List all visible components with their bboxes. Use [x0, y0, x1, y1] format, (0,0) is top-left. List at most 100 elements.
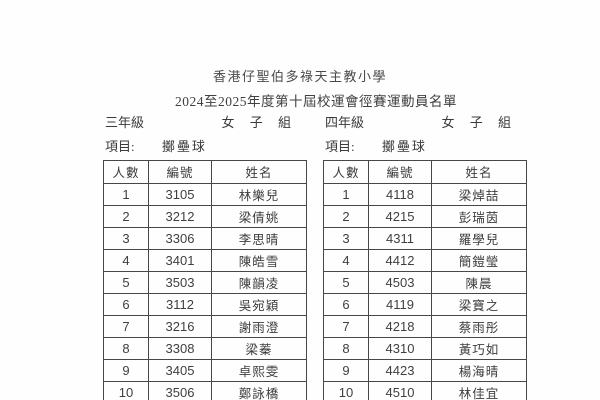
- table-row: 9 3405 卓熙雯: [103, 358, 307, 382]
- athlete-code: 3216: [148, 314, 212, 338]
- table-row: 6 4119 梁寶之: [323, 292, 527, 316]
- athlete-name: 簡鎧瑩: [431, 248, 527, 272]
- table-row: 7 4218 蔡雨彤: [323, 314, 527, 338]
- athlete-number: 3: [103, 226, 149, 250]
- athlete-number: 4: [103, 248, 149, 272]
- table-row: 9 4423 楊海晴: [323, 358, 527, 382]
- roster-table-grade4: 人數 編號 姓名 1 4118 梁焯喆 2 4215 彭瑞茵 3 4311 羅學兒 4 4412 簡鎧瑩 5 4…: [323, 160, 527, 400]
- athlete-name: 鄭詠橋: [211, 380, 307, 400]
- athlete-name: 卓熙雯: [211, 358, 307, 382]
- table-row: 10 3506 鄭詠橋: [103, 380, 307, 400]
- athlete-code: 4311: [368, 226, 432, 250]
- header-row: 人數 編號 姓名: [323, 160, 527, 184]
- athlete-number: 5: [323, 270, 369, 294]
- athlete-number: 5: [103, 270, 149, 294]
- table-row: 7 3216 謝雨澄: [103, 314, 307, 338]
- athlete-code: 4218: [368, 314, 432, 338]
- athlete-number: 2: [323, 204, 369, 228]
- event-item-row: 項目: 擲壘球: [325, 136, 427, 155]
- column-header: 編號: [148, 160, 212, 184]
- athlete-code: 4423: [368, 358, 432, 382]
- table-row: 2 3212 梁倩姚: [103, 204, 307, 228]
- group-label: 女 子 組: [441, 115, 517, 130]
- athlete-name: 陳皓雪: [211, 248, 307, 272]
- athlete-code: 3401: [148, 248, 212, 272]
- athlete-code: 3308: [148, 336, 212, 360]
- table-row: 4 4412 簡鎧瑩: [323, 248, 527, 272]
- athlete-number: 3: [323, 226, 369, 250]
- athlete-code: 3112: [148, 292, 212, 316]
- item-value: 擲壘球: [161, 139, 207, 154]
- athlete-name: 林樂兒: [211, 182, 307, 206]
- event-item-row: 項目: 擲壘球: [105, 136, 207, 155]
- grade3-section: 三年級 女 子 組 項目: 擲壘球 人數 編號 姓名 1 3105 林樂兒 2 3212 梁倩姚…: [103, 112, 313, 400]
- table-row: 2 4215 彭瑞茵: [323, 204, 527, 228]
- item-label: 項目:: [105, 139, 135, 154]
- athlete-name: 謝雨澄: [211, 314, 307, 338]
- table-row: 5 4503 陳晨: [323, 270, 527, 294]
- athlete-number: 7: [103, 314, 149, 338]
- group-label: 女 子 組: [221, 115, 297, 130]
- athlete-code: 4510: [368, 380, 432, 400]
- grade-group-row: 三年級 女 子 組: [105, 112, 297, 131]
- school-title: 香港仔聖伯多祿天主教小學: [212, 69, 387, 84]
- athlete-name: 梁蓁: [211, 336, 307, 360]
- athlete-name: 黃巧如: [431, 336, 527, 360]
- athlete-name: 彭瑞茵: [431, 204, 527, 228]
- athlete-number: 8: [103, 336, 149, 360]
- roster-table-grade3: 人數 編號 姓名 1 3105 林樂兒 2 3212 梁倩姚 3 3306 李思晴 4 3401 陳皓雪 5 3…: [103, 160, 307, 400]
- athlete-name: 楊海晴: [431, 358, 527, 382]
- athlete-number: 9: [323, 358, 369, 382]
- column-header: 姓名: [431, 160, 527, 184]
- athlete-number: 4: [323, 248, 369, 272]
- athlete-name: 梁寶之: [431, 292, 527, 316]
- athlete-number: 1: [103, 182, 149, 206]
- athlete-name: 吳宛穎: [211, 292, 307, 316]
- athlete-code: 3405: [148, 358, 212, 382]
- column-header: 編號: [368, 160, 432, 184]
- item-label: 項目:: [325, 139, 355, 154]
- athlete-name: 林佳宜: [431, 380, 527, 400]
- athlete-code: 4310: [368, 336, 432, 360]
- table-row: 8 4310 黃巧如: [323, 336, 527, 360]
- table-row: 1 3105 林樂兒: [103, 182, 307, 206]
- athlete-code: 3306: [148, 226, 212, 250]
- athlete-code: 3105: [148, 182, 212, 206]
- athlete-code: 4503: [368, 270, 432, 294]
- item-value: 擲壘球: [381, 139, 427, 154]
- athlete-name: 蔡雨彤: [431, 314, 527, 338]
- athlete-number: 6: [103, 292, 149, 316]
- athlete-code: 4118: [368, 182, 432, 206]
- athlete-code: 3506: [148, 380, 212, 400]
- athlete-code: 4215: [368, 204, 432, 228]
- event-title: 2024至2025年度第十屆校運會徑賽運動員名單: [175, 94, 457, 109]
- athlete-number: 2: [103, 204, 149, 228]
- table-row: 10 4510 林佳宜: [323, 380, 527, 400]
- athlete-number: 1: [323, 182, 369, 206]
- athlete-number: 10: [103, 380, 149, 400]
- athlete-code: 4412: [368, 248, 432, 272]
- athlete-number: 9: [103, 358, 149, 382]
- athlete-name: 陳晨: [431, 270, 527, 294]
- athlete-code: 3212: [148, 204, 212, 228]
- column-header: 姓名: [211, 160, 307, 184]
- athlete-code: 4119: [368, 292, 432, 316]
- table-row: 6 3112 吳宛穎: [103, 292, 307, 316]
- athlete-number: 6: [323, 292, 369, 316]
- table-row: 1 4118 梁焯喆: [323, 182, 527, 206]
- grade-group-row: 四年級 女 子 組: [325, 112, 517, 131]
- table-row: 4 3401 陳皓雪: [103, 248, 307, 272]
- athlete-name: 李思晴: [211, 226, 307, 250]
- athlete-name: 陳韻凌: [211, 270, 307, 294]
- athlete-number: 7: [323, 314, 369, 338]
- athlete-code: 3503: [148, 270, 212, 294]
- athlete-name: 梁焯喆: [431, 182, 527, 206]
- grade4-section: 四年級 女 子 組 項目: 擲壘球 人數 編號 姓名 1 4118 梁焯喆 2 4215 彭瑞茵…: [323, 112, 533, 400]
- athlete-name: 羅學兒: [431, 226, 527, 250]
- athlete-number: 10: [323, 380, 369, 400]
- table-row: 8 3308 梁蓁: [103, 336, 307, 360]
- header-row: 人數 編號 姓名: [103, 160, 307, 184]
- athlete-number: 8: [323, 336, 369, 360]
- table-row: 5 3503 陳韻凌: [103, 270, 307, 294]
